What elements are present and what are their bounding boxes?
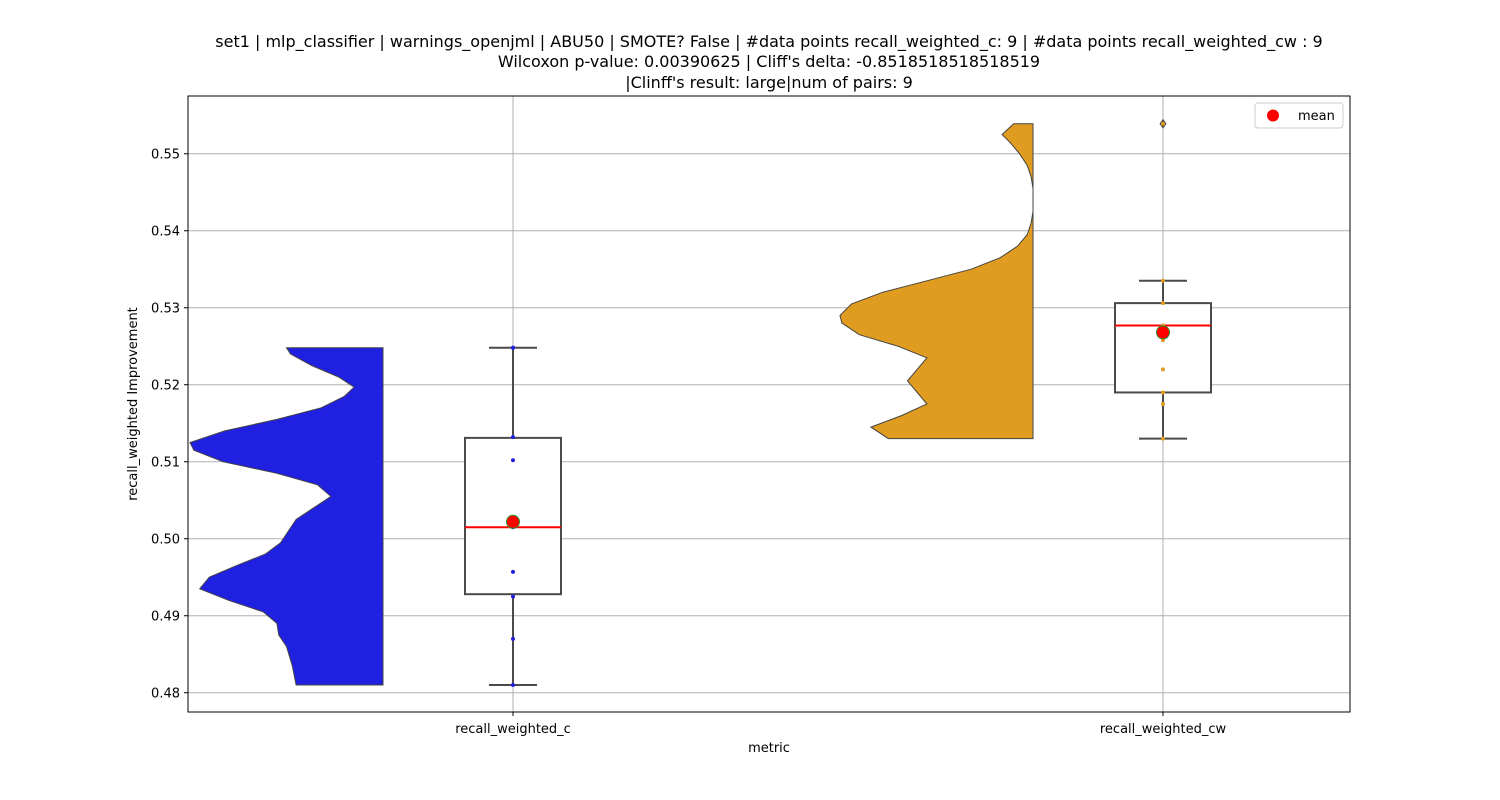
data-point	[511, 458, 515, 463]
legend-mean-label: mean	[1298, 109, 1335, 124]
chart-title: set1 | mlp_classifier | warnings_openjml…	[215, 32, 1322, 92]
violin-recall_weighted_cw	[839, 123, 1034, 440]
chart-title-line-2: Wilcoxon p-value: 0.00390625 | Cliff's d…	[498, 52, 1040, 71]
data-point	[1161, 301, 1165, 306]
violin-recall_weighted_c	[189, 347, 384, 686]
data-point	[1161, 121, 1165, 126]
chart-title-line-1: set1 | mlp_classifier | warnings_openjml…	[215, 32, 1322, 52]
legend-box	[1254, 102, 1344, 129]
y-tick-label: 0.52	[151, 378, 180, 393]
box-iqr	[1114, 302, 1212, 394]
data-point	[511, 435, 515, 440]
y-tick-label: 0.49	[151, 609, 180, 624]
data-points	[506, 121, 1170, 688]
violins	[189, 123, 1034, 686]
legend-mean-marker	[1267, 109, 1279, 122]
boxplots	[464, 118, 1212, 687]
y-tick-label: 0.53	[151, 301, 180, 316]
chart-title-line-3: |Clinff's result: large|num of pairs: 9	[625, 73, 913, 92]
data-point	[511, 345, 515, 350]
x-tick-label: recall_weighted_cw	[1100, 722, 1227, 737]
data-point	[511, 683, 515, 688]
y-axis-label: recall_weighted Improvement	[126, 307, 141, 501]
y-tick-label: 0.55	[151, 147, 180, 162]
data-point	[1161, 436, 1165, 441]
plot-area-frame	[187, 95, 1351, 713]
data-point	[511, 569, 515, 574]
mean-marker	[1156, 325, 1170, 340]
legend: mean	[1254, 102, 1344, 129]
x-axis-ticks: recall_weighted_c recall_weighted_cw	[455, 712, 1226, 737]
data-point	[511, 636, 515, 641]
mean-marker	[506, 514, 520, 529]
y-tick-label: 0.51	[151, 455, 180, 470]
data-point	[511, 594, 515, 599]
y-axis-ticks: 0.48 0.49 0.50 0.51 0.52 0.53 0.54 0.55	[151, 147, 188, 701]
x-axis-label: metric	[748, 741, 790, 756]
y-tick-label: 0.50	[151, 532, 180, 547]
data-point	[1161, 367, 1165, 372]
data-point	[1161, 402, 1165, 406]
y-tick-label: 0.48	[151, 686, 180, 701]
data-point	[1161, 278, 1165, 283]
y-tick-label: 0.54	[151, 224, 180, 239]
x-tick-label: recall_weighted_c	[455, 722, 571, 737]
data-point	[1161, 390, 1165, 395]
